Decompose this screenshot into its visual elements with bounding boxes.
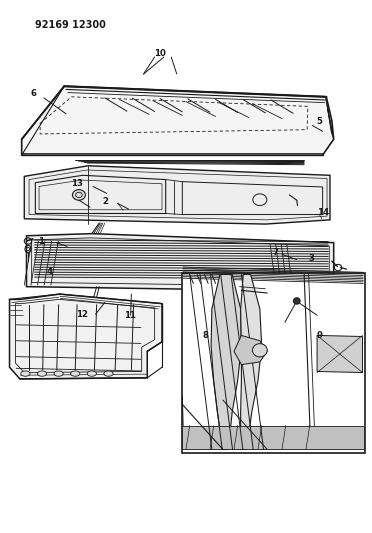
Bar [182,273,365,453]
Text: 2: 2 [103,197,109,206]
Text: 11: 11 [124,311,136,320]
Text: 92169 12300: 92169 12300 [35,20,106,30]
Polygon shape [24,166,330,224]
Polygon shape [26,233,334,290]
Polygon shape [234,335,267,365]
Ellipse shape [87,371,96,376]
Ellipse shape [294,298,300,304]
Polygon shape [10,294,162,379]
Polygon shape [22,86,334,155]
Polygon shape [211,274,241,449]
Polygon shape [241,274,262,449]
Text: 14: 14 [317,208,329,217]
Text: 10: 10 [154,50,166,59]
Ellipse shape [71,371,80,376]
Ellipse shape [21,371,30,376]
Text: 3: 3 [308,254,315,263]
Polygon shape [182,425,364,449]
Text: 13: 13 [71,179,83,188]
Ellipse shape [38,371,46,376]
Text: 9: 9 [317,331,323,340]
Text: 4: 4 [46,268,52,276]
Ellipse shape [253,344,267,357]
Text: 1: 1 [38,237,44,246]
Text: 5: 5 [317,117,323,126]
Text: 7: 7 [272,248,278,257]
Ellipse shape [73,190,86,200]
Ellipse shape [54,371,63,376]
Text: 6: 6 [31,89,37,98]
Text: 12: 12 [76,310,88,319]
Text: 8: 8 [202,331,208,340]
Polygon shape [317,335,362,373]
Ellipse shape [104,371,113,376]
